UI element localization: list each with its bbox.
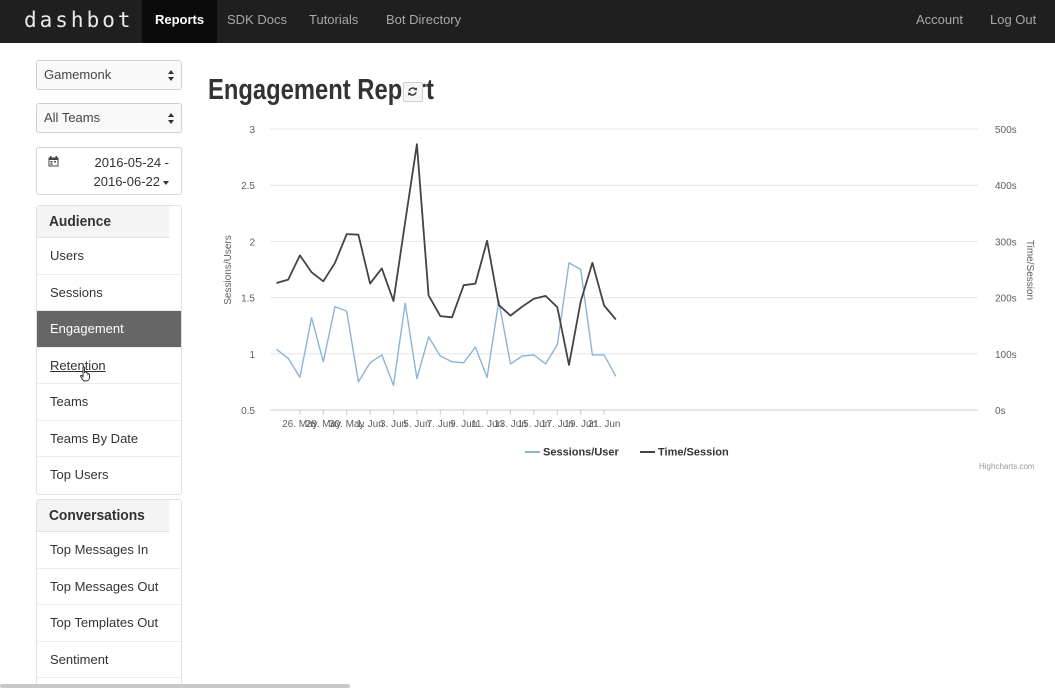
sidebar-item-top-templates-out[interactable]: Top Templates Out: [37, 605, 181, 642]
y-axis-tick-label: 2: [249, 237, 255, 248]
audience-heading: Audience: [37, 206, 170, 238]
x-axis-tick-label: 3. Jun: [380, 419, 407, 430]
sidebar-item-engagement[interactable]: Engagement: [37, 311, 181, 348]
nav-tutorials[interactable]: Tutorials: [309, 12, 359, 27]
hand-cursor-icon: [80, 366, 90, 382]
series-line-time-per-session: [276, 143, 617, 366]
date-range-end: 2016-06-22: [94, 174, 169, 189]
x-axis-tick-label: 21. Jun: [588, 419, 621, 430]
sidebar-item-top-users[interactable]: Top Users: [50, 467, 109, 482]
sidebar-item-sessions[interactable]: Sessions: [37, 275, 181, 311]
caret-down-icon: [163, 180, 169, 185]
y-axis-tick-label: 1.5: [241, 294, 255, 305]
sidebar-item-sentiment[interactable]: Sentiment: [37, 642, 181, 678]
refresh-button[interactable]: [403, 82, 423, 102]
y2-axis-tick-label: 200s: [995, 294, 1017, 305]
x-axis-tick-label: 5. Jun: [403, 419, 430, 430]
date-range-start: 2016-05-24 -: [94, 155, 169, 170]
x-axis-tick-label: 30. May: [329, 419, 365, 430]
nav-account[interactable]: Account: [916, 12, 963, 27]
nav-log-out[interactable]: Log Out: [990, 12, 1037, 27]
nav-reports[interactable]: Reports: [142, 0, 218, 43]
nav-bot-directory[interactable]: Bot Directory: [386, 12, 462, 27]
sidebar-item-users[interactable]: Users: [37, 238, 181, 275]
x-axis-tick-label: 19. Jun: [564, 419, 597, 430]
conversations-heading: Conversations: [37, 500, 170, 532]
y2-axis-tick-label: 400s: [995, 181, 1017, 192]
page-title: Engagement Report: [208, 74, 434, 106]
conversations-panel: Conversations Top Messages In Top Messag…: [36, 499, 182, 688]
y2-axis-tick-label: 500s: [995, 125, 1017, 136]
x-axis-tick-label: 11. Jun: [471, 419, 503, 430]
y2-axis-tick-label: 0s: [995, 406, 1006, 417]
sidebar-item-teams-by-date[interactable]: Teams By Date: [37, 421, 181, 457]
legend-label: Time/Session: [658, 447, 729, 459]
bot-select-value: Gamemonk: [44, 67, 112, 82]
y2-axis-tick-label: 100s: [995, 350, 1017, 361]
sidebar-item-retention[interactable]: Retention: [37, 348, 181, 384]
y2-axis-title: Time/Session: [1024, 240, 1035, 300]
select-arrows-icon: [168, 70, 174, 81]
y-axis-tick-label: 0.5: [241, 406, 255, 417]
x-axis-tick-label: 9. Jun: [450, 419, 477, 430]
top-navbar: dashbot Reports SDK Docs Tutorials Bot D…: [0, 0, 1055, 43]
x-axis-tick-label: 1. Jun: [356, 419, 383, 430]
x-axis-tick-label: 28. May: [306, 419, 342, 430]
x-axis-tick-label: 13. Jun: [494, 419, 527, 430]
x-axis-tick-label: 17. Jun: [541, 419, 574, 430]
refresh-icon: [408, 87, 418, 96]
date-range-picker[interactable]: 2016-05-24 - 2016-06-22: [36, 147, 182, 195]
calendar-icon: [48, 156, 59, 167]
y2-axis-tick-label: 300s: [995, 237, 1017, 248]
x-axis-tick-label: 7. Jun: [427, 419, 454, 430]
x-axis-tick-label: 26. May: [282, 419, 318, 430]
y-axis-tick-label: 3: [249, 125, 255, 136]
team-select-value: All Teams: [44, 110, 101, 125]
brand-logo[interactable]: dashbot: [24, 8, 134, 32]
sidebar-item-top-messages-out[interactable]: Top Messages Out: [37, 569, 181, 605]
team-select[interactable]: All Teams: [36, 103, 182, 133]
nav-sdk-docs[interactable]: SDK Docs: [227, 12, 287, 27]
y-axis-tick-label: 1: [249, 350, 255, 361]
sidebar-item-teams[interactable]: Teams: [37, 384, 181, 421]
y-axis-title: Sessions/Users: [223, 235, 234, 304]
horizontal-scrollbar[interactable]: [0, 684, 350, 688]
audience-panel: Audience Users Sessions Engagement Reten…: [36, 205, 182, 495]
bot-select[interactable]: Gamemonk: [36, 60, 182, 90]
legend-label: Sessions/User: [543, 447, 620, 459]
select-arrows-icon: [168, 113, 174, 124]
highcharts-credit[interactable]: Highcharts.com: [979, 462, 1035, 471]
y-axis-tick-label: 2.5: [241, 181, 255, 192]
series-line-sessions-per-user: [276, 262, 617, 386]
sidebar-item-top-messages-in[interactable]: Top Messages In: [37, 532, 181, 569]
x-axis-tick-label: 15. Jun: [517, 419, 550, 430]
